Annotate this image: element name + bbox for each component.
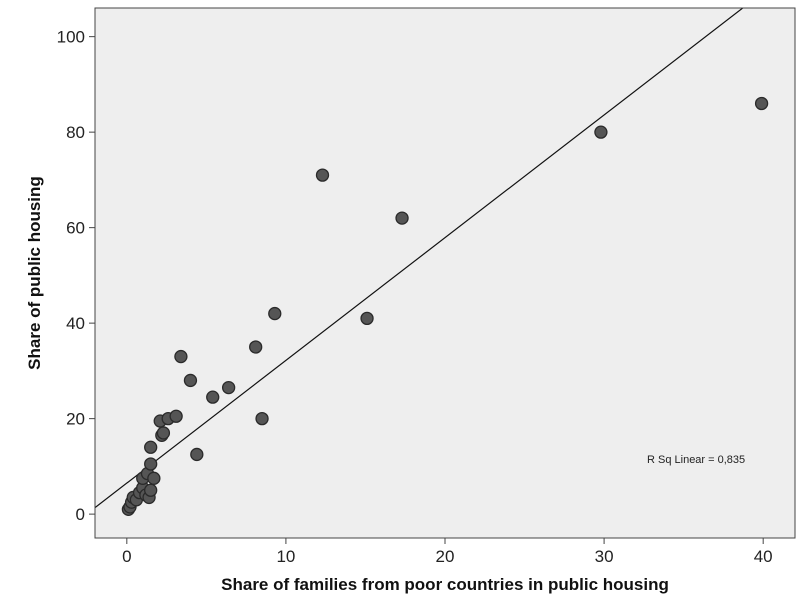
data-point-9 <box>144 483 158 497</box>
data-point-22 <box>190 447 204 462</box>
fit-line-layer <box>95 8 744 509</box>
x-tick-label-30: 30 <box>595 547 614 566</box>
data-point-16 <box>156 426 171 440</box>
data-point-19 <box>169 409 183 423</box>
data-point-14 <box>144 440 158 454</box>
x-tick-label-20: 20 <box>436 547 455 566</box>
x-tick-label-40: 40 <box>754 547 773 566</box>
data-point-30 <box>395 211 409 225</box>
data-point-32 <box>754 96 769 111</box>
data-point-28 <box>315 168 330 182</box>
data-point-27 <box>268 306 282 321</box>
y-tick-label-80: 80 <box>66 123 85 142</box>
data-point-29 <box>360 311 374 326</box>
data-point-25 <box>249 340 263 354</box>
y-tick-label-60: 60 <box>66 219 85 238</box>
axis-ticks: 0 10 20 30 40 0 20 40 60 80 100 <box>57 28 773 566</box>
y-tick-label-20: 20 <box>66 410 85 429</box>
y-tick-label-0: 0 <box>76 505 85 524</box>
data-point-20 <box>174 349 188 364</box>
data-point-21 <box>183 373 198 388</box>
data-point-26 <box>255 411 269 426</box>
plot-area <box>95 8 795 538</box>
x-axis-title: Share of families from poor countries in… <box>221 575 669 594</box>
y-axis-title: Share of public housing <box>25 176 44 370</box>
y-tick-label-100: 100 <box>57 28 85 47</box>
data-point-13 <box>144 457 158 471</box>
x-tick-label-10: 10 <box>276 547 295 566</box>
y-tick-label-40: 40 <box>66 314 85 333</box>
data-point-12 <box>147 471 161 485</box>
data-point-23 <box>206 390 220 404</box>
fit-line <box>95 8 744 509</box>
data-point-24 <box>221 380 236 395</box>
x-tick-label-0: 0 <box>122 547 131 566</box>
points-layer <box>121 96 769 517</box>
data-point-31 <box>594 125 608 139</box>
plot-frame <box>94 7 796 539</box>
r-squared-annotation: R Sq Linear = 0,835 <box>647 454 745 466</box>
